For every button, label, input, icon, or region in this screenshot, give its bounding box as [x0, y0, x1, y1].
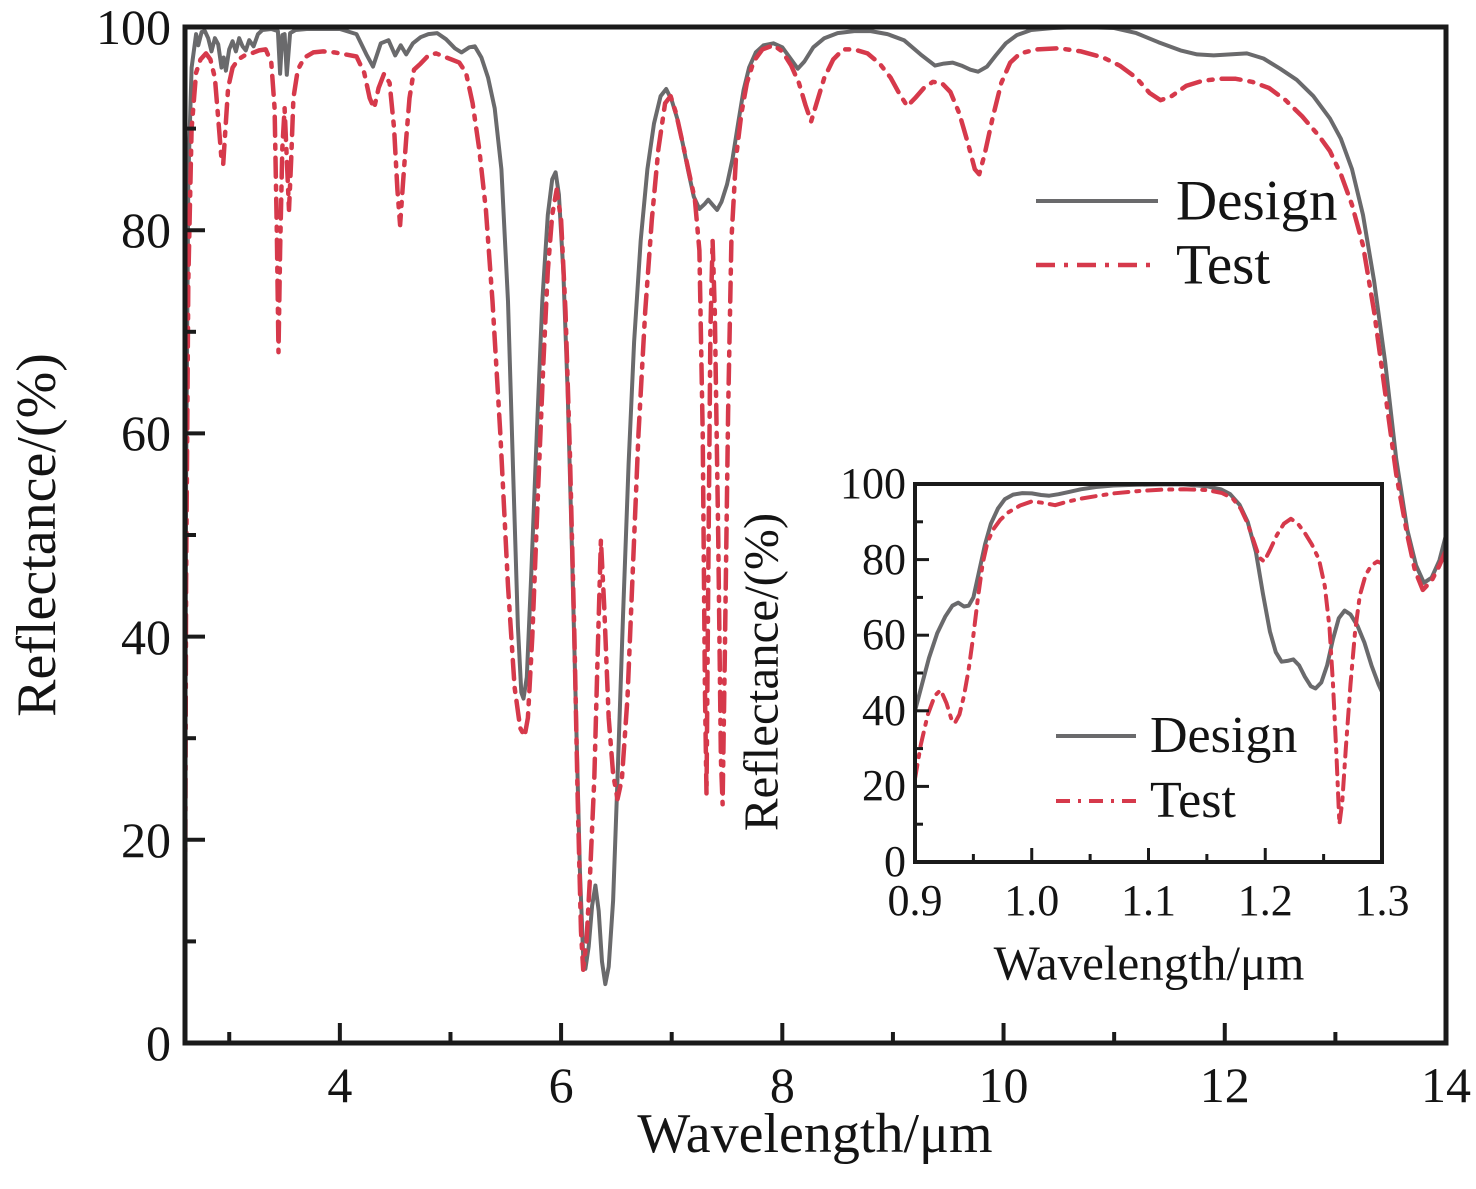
x-tick-label: 1.0: [1004, 876, 1060, 925]
main-legend-label-test: Test: [1176, 233, 1271, 297]
y-tick-label: 60: [862, 610, 906, 660]
x-tick-label: 1.1: [1121, 876, 1176, 925]
x-tick-label: 14: [1421, 1057, 1471, 1113]
y-tick-label: 100: [840, 459, 906, 508]
x-tick-label: 0.9: [887, 876, 943, 925]
main-y-axis-title: Reflectance/(%): [6, 353, 68, 717]
series-design-curve: [185, 27, 1446, 987]
inset-x-axis-title: Wavelength/μm: [993, 935, 1305, 991]
y-tick-label: 40: [862, 685, 906, 735]
inset-legend-label-design: Design: [1150, 707, 1298, 764]
main-plot-area: [182, 24, 1449, 1046]
main-x-axis-title: Wavelength/μm: [637, 1103, 993, 1165]
x-tick-label: 12: [1199, 1057, 1250, 1113]
x-tick-label: 6: [548, 1057, 574, 1113]
x-tick-label: 4: [327, 1057, 353, 1113]
y-tick-label: 0: [884, 837, 906, 886]
y-tick-label: 80: [121, 202, 171, 259]
x-tick-label: 1.3: [1354, 876, 1410, 925]
y-tick-label: 20: [121, 811, 171, 868]
inset-y-axis-title: Reflectance/(%): [733, 512, 789, 832]
y-tick-label: 0: [146, 1015, 171, 1071]
main-legend-label-design: Design: [1176, 169, 1338, 233]
series-test-curve: [915, 487, 1382, 827]
y-tick-label: 20: [862, 761, 906, 811]
x-tick-label: 8: [769, 1057, 795, 1113]
y-tick-label: 100: [96, 0, 171, 55]
x-tick-label: 10: [978, 1057, 1029, 1113]
y-tick-label: 80: [862, 534, 906, 584]
y-tick-label: 60: [121, 405, 171, 462]
series-test-curve: [185, 43, 1446, 973]
x-tick-label: 1.2: [1237, 876, 1293, 925]
inset-legend-label-test: Test: [1150, 772, 1236, 829]
y-tick-label: 40: [121, 608, 171, 665]
inset-plot-area: [912, 481, 1385, 865]
